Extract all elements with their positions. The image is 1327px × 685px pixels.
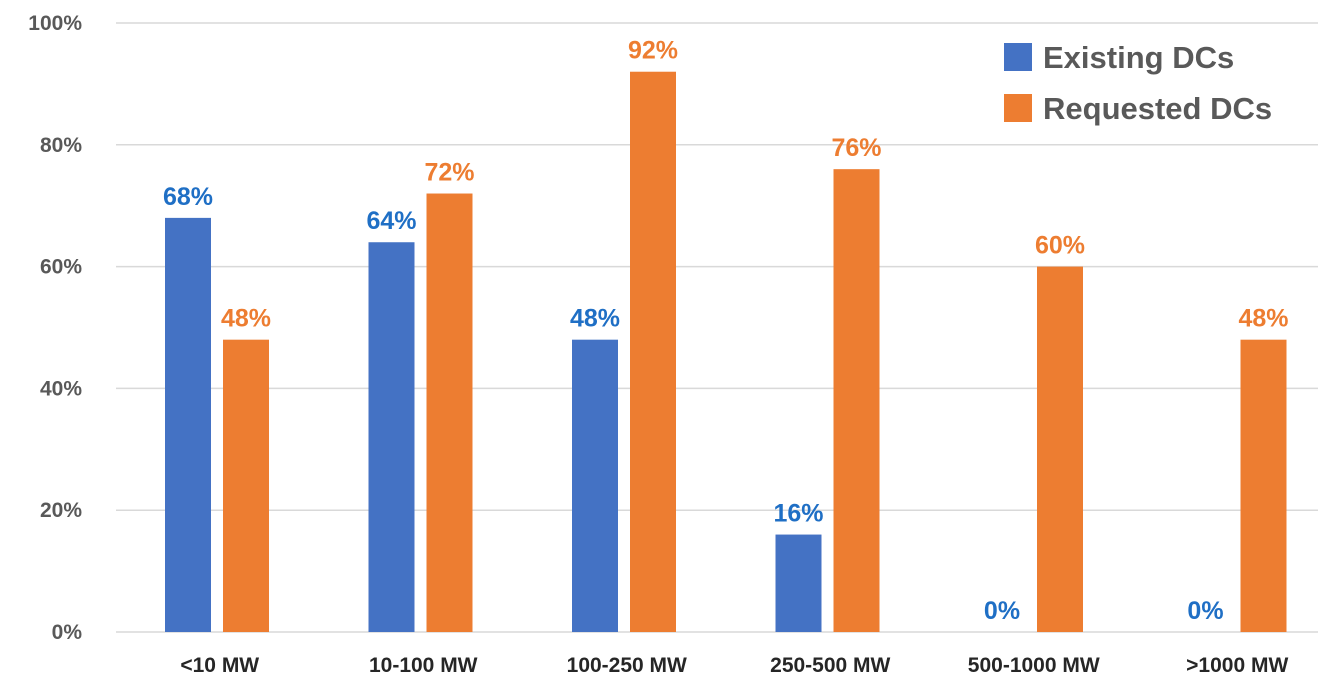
data-label-requested: 76%	[831, 134, 881, 162]
bars	[165, 71, 1287, 633]
bar-requested	[630, 71, 676, 633]
y-axis-ticks: 0% 20% 40% 60% 80% 100%	[28, 12, 82, 644]
legend-label: Existing DCs	[1043, 40, 1234, 75]
x-category-label: 100-250 MW	[567, 654, 687, 677]
data-label-existing: 0%	[1187, 597, 1223, 625]
bar-existing	[775, 534, 822, 632]
data-label-existing: 48%	[570, 305, 620, 333]
data-label-requested: 60%	[1035, 232, 1085, 260]
y-tick-label: 40%	[40, 377, 82, 400]
gridlines	[116, 22, 1318, 633]
y-tick-label: 0%	[52, 621, 83, 644]
y-tick-label: 80%	[40, 134, 82, 157]
x-category-label: 10-100 MW	[369, 654, 478, 677]
bar-requested	[223, 339, 269, 632]
bar-requested	[1037, 266, 1083, 632]
legend: Existing DCs Requested DCs	[1004, 40, 1272, 126]
data-label-existing: 68%	[163, 183, 213, 211]
bar-requested	[1240, 339, 1287, 632]
legend-label: Requested DCs	[1043, 91, 1272, 126]
y-tick-label: 20%	[40, 499, 82, 522]
x-category-label: 250-500 MW	[770, 654, 890, 677]
legend-swatch	[1004, 43, 1032, 71]
data-label-existing: 0%	[984, 597, 1020, 625]
data-label-requested: 72%	[424, 159, 474, 187]
x-category-label: >1000 MW	[1186, 654, 1288, 677]
data-label-requested: 92%	[628, 37, 678, 65]
bar-existing	[165, 217, 211, 632]
data-labels: 68% 48% 64% 72% 48% 92% 16% 76% 0% 60% 0% 48%	[163, 37, 1289, 625]
bar-existing	[572, 339, 618, 632]
data-label-existing: 64%	[366, 207, 416, 235]
x-axis-categories: <10 MW 10-100 MW 100-250 MW 250-500 MW 500-1…	[180, 654, 1288, 677]
bar-existing	[368, 242, 415, 633]
y-tick-label: 60%	[40, 256, 82, 279]
y-tick-label: 100%	[28, 12, 82, 35]
x-category-label: 500-1000 MW	[968, 654, 1100, 677]
data-label-requested: 48%	[221, 305, 271, 333]
legend-swatch	[1004, 94, 1032, 122]
bar-requested	[833, 169, 880, 632]
bar-requested	[426, 193, 473, 632]
x-category-label: <10 MW	[180, 654, 259, 677]
data-label-existing: 16%	[773, 500, 823, 528]
data-label-requested: 48%	[1238, 305, 1288, 333]
